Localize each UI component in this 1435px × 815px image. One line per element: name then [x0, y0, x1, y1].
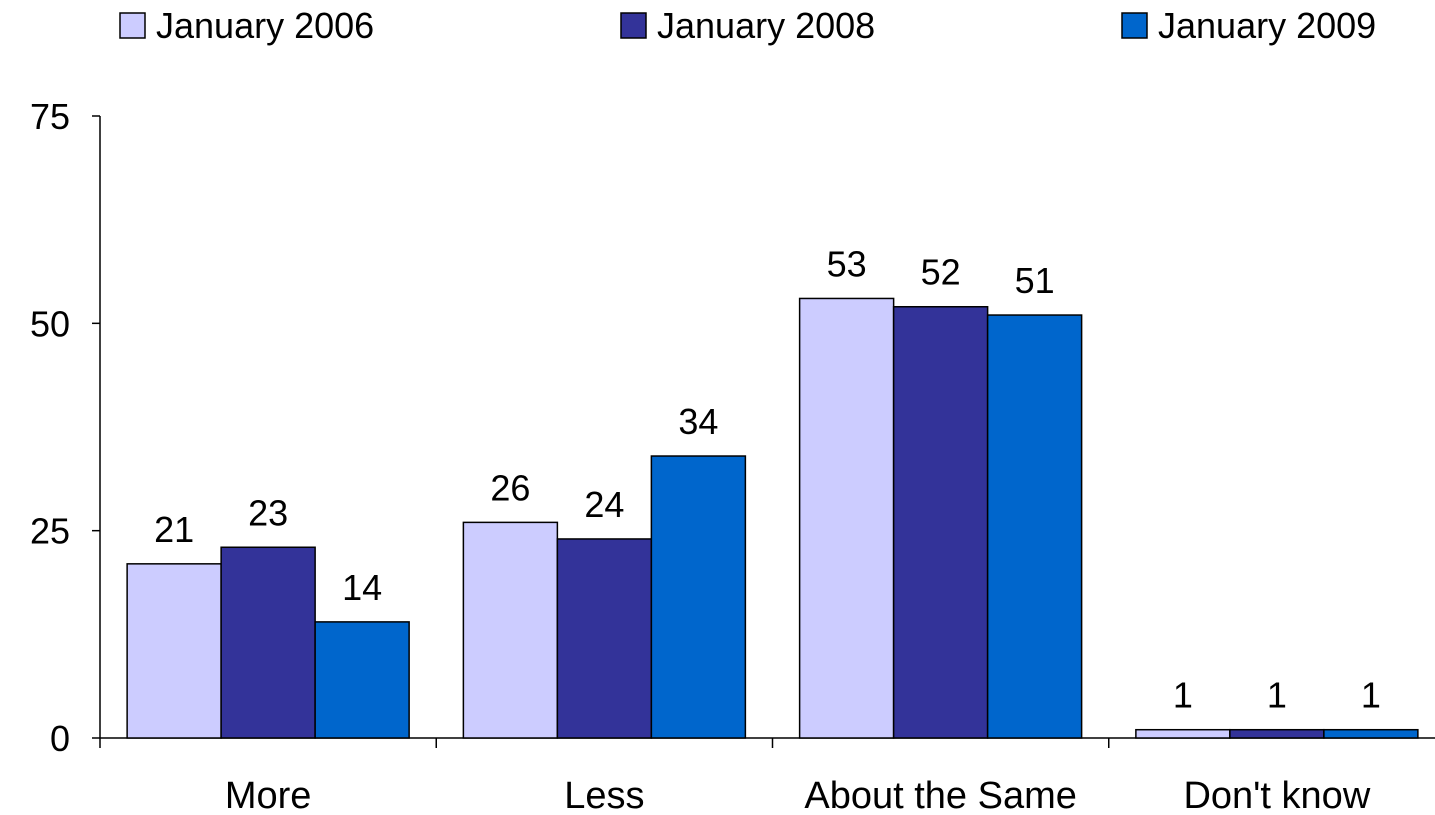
y-axis: 0 25 50 75 [30, 96, 101, 759]
legend-swatch [1121, 12, 1148, 39]
data-label: 53 [827, 243, 867, 284]
y-tick-label: 50 [30, 303, 70, 344]
data-label: 14 [342, 567, 382, 608]
x-tick-label: More [225, 775, 312, 815]
data-label: 52 [921, 252, 961, 293]
legend: January 2006 January 2008 January 2009 [119, 5, 1376, 46]
bar [220, 546, 316, 739]
data-label: 26 [490, 467, 530, 508]
bar [650, 455, 747, 739]
data-label: 1 [1361, 675, 1381, 716]
y-tick-label: 0 [50, 718, 70, 759]
data-label: 24 [584, 484, 624, 525]
data-labels: 21 23 14 26 24 34 53 52 51 1 1 1 [154, 243, 1381, 715]
bar [1229, 728, 1325, 739]
bar [462, 521, 559, 739]
bar [1135, 728, 1231, 739]
legend-label: January 2006 [156, 5, 374, 46]
data-label: 51 [1015, 260, 1055, 301]
data-label: 21 [154, 509, 194, 550]
x-tick-label: Don't know [1183, 775, 1370, 815]
bar [126, 563, 222, 739]
bars [126, 297, 1419, 739]
x-tick-label: Less [564, 775, 644, 815]
data-label: 1 [1267, 675, 1287, 716]
bar [986, 314, 1083, 739]
legend-swatch [119, 12, 146, 39]
legend-label: January 2009 [1158, 5, 1376, 46]
x-tick-label: About the Same [804, 775, 1077, 815]
bar [1323, 728, 1419, 739]
data-label: 1 [1173, 675, 1193, 716]
legend-swatch [620, 12, 647, 39]
legend-label: January 2008 [657, 5, 875, 46]
bar [556, 538, 653, 739]
data-label: 34 [678, 401, 718, 442]
x-axis: More Less About the Same Don't know [99, 737, 1435, 815]
data-label: 23 [248, 492, 288, 533]
bar [892, 305, 989, 739]
bar [314, 621, 410, 739]
y-tick-label: 25 [30, 511, 70, 552]
y-tick-label: 75 [30, 96, 70, 137]
bar [798, 297, 895, 739]
